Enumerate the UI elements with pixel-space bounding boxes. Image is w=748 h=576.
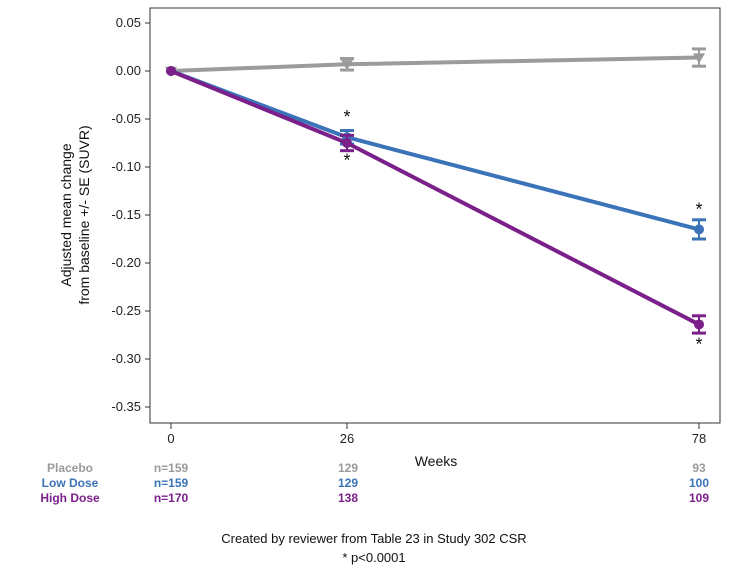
risk-table-cell-placebo: 93 — [692, 461, 706, 475]
y-tick-label: -0.20 — [111, 255, 141, 270]
risk-table-cell-high-dose: 138 — [338, 491, 358, 505]
chart: Adjusted mean change from baseline +/- S… — [40, 7, 721, 505]
placebo-point — [693, 53, 705, 64]
x-tick-label: 26 — [340, 431, 354, 446]
risk-table-cell-low-dose: 100 — [689, 476, 709, 490]
low-dose-line — [169, 69, 701, 232]
y-axis-title-line-2: from baseline +/- SE (SUVR) — [76, 125, 92, 304]
y-tick-label: -0.35 — [111, 399, 141, 414]
significance-asterisk: * — [695, 199, 702, 219]
high-dose-point — [166, 66, 176, 76]
y-tick-label: -0.15 — [111, 207, 141, 222]
risk-table-label-high-dose: High Dose — [40, 491, 100, 505]
high-dose-line — [169, 69, 701, 327]
significance-annotations: * * * * — [343, 107, 702, 355]
risk-table-cell-high-dose: 109 — [689, 491, 709, 505]
high-dose-point — [694, 319, 704, 330]
caption-footnote: * p<0.0001 — [342, 550, 406, 565]
significance-asterisk: * — [343, 150, 350, 170]
risk-table-cell-high-dose: n=170 — [154, 491, 189, 505]
x-axis: 0 26 78 — [167, 423, 706, 446]
risk-table-cell-low-dose: n=159 — [154, 476, 189, 490]
risk-table: Placebo n=159 129 93 Low Dose n=159 129 100 High… — [40, 461, 709, 505]
risk-table-cell-placebo: n=159 — [154, 461, 189, 475]
significance-asterisk: * — [695, 335, 702, 355]
high-dose-point — [342, 138, 352, 148]
y-tick-label: -0.05 — [111, 111, 141, 126]
significance-asterisk: * — [343, 107, 350, 127]
risk-table-label-low-dose: Low Dose — [42, 476, 99, 490]
y-axis-title-line-1: Adjusted mean change — [58, 143, 74, 286]
y-tick-label: -0.10 — [111, 159, 141, 174]
x-axis-title: Weeks — [415, 453, 458, 469]
x-tick-label: 78 — [692, 431, 706, 446]
caption-source: Created by reviewer from Table 23 in Stu… — [221, 531, 527, 546]
y-tick-label: -0.25 — [111, 303, 141, 318]
y-tick-label: 0.00 — [116, 63, 141, 78]
risk-table-cell-placebo: 129 — [338, 461, 358, 475]
y-tick-label: -0.30 — [111, 351, 141, 366]
placebo-line — [169, 55, 701, 73]
low-dose-point — [694, 224, 704, 235]
x-tick-label: 0 — [167, 431, 174, 446]
risk-table-label-placebo: Placebo — [47, 461, 93, 475]
risk-table-cell-low-dose: 129 — [338, 476, 358, 490]
y-tick-label: 0.05 — [116, 15, 141, 30]
placebo-point — [341, 60, 353, 71]
series-layer — [165, 47, 706, 335]
y-axis: 0.05 0.00 -0.05 -0.10 -0.15 -0.20 -0.25 -0.30 -0… — [111, 15, 150, 414]
